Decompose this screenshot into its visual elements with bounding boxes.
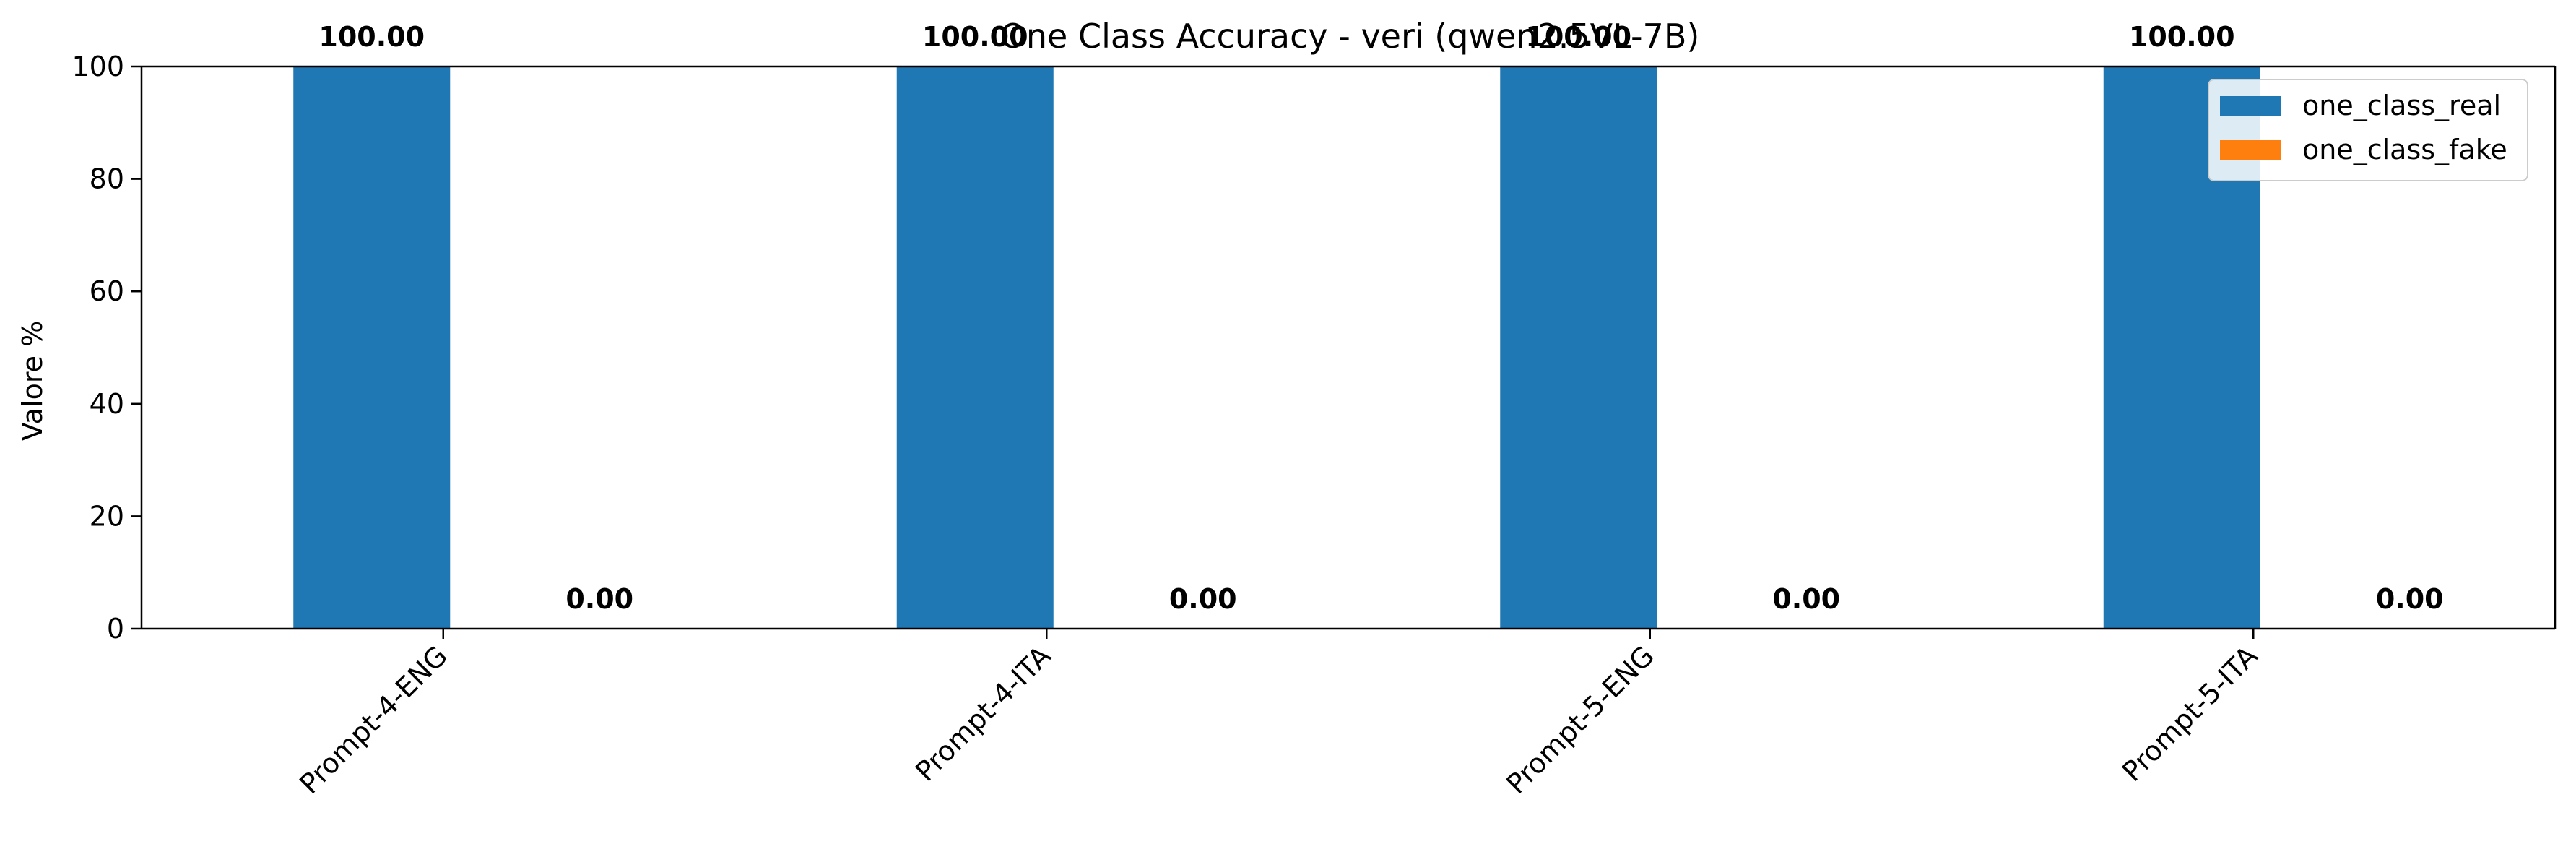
x-tick-label: Prompt-4-ENG [293,640,454,800]
legend-label-one_class_real: one_class_real [2302,90,2501,121]
data-label-one_class_fake-0: 0.00 [565,583,633,615]
data-label-one_class_real-0: 100.00 [318,21,425,53]
x-tick-label: Prompt-5-ITA [2116,640,2264,788]
legend-label-one_class_fake: one_class_fake [2302,134,2507,165]
x-tick-label: Prompt-4-ITA [909,640,1057,788]
y-tick-label: 20 [90,500,124,532]
bar-one_class_real-2 [1500,66,1657,629]
legend-box [2208,79,2528,181]
legend-swatch-one_class_fake [2220,140,2281,160]
plot-area: 0 20 40 60 80 100 Prompt-4-ENG Prompt-4-ITA Prom… [71,21,2557,800]
bar-one_class_real-0 [293,66,451,629]
legend: one_class_real one_class_fake [2208,79,2528,181]
legend-swatch-one_class_real [2220,96,2281,116]
y-axis-label: Valore % [17,321,48,442]
chart-title: One Class Accuracy - veri (qwen2.5VL-7B) [1000,17,1700,56]
data-label-one_class_fake-2: 0.00 [1772,583,1840,615]
data-label-one_class_real-2: 100.00 [1525,21,1631,53]
data-label-one_class_real-3: 100.00 [2129,21,2235,53]
x-tick-label: Prompt-5-ENG [1500,640,1660,800]
data-label-one_class_fake-3: 0.00 [2376,583,2444,615]
y-tick-label: 60 [90,275,124,307]
bar-one_class_real-1 [896,66,1054,629]
data-label-one_class_real-1: 100.00 [922,21,1028,53]
y-tick-label: 0 [107,613,124,645]
y-tick-label: 40 [90,388,124,420]
y-tick-label: 80 [90,163,124,195]
data-label-one_class_fake-1: 0.00 [1169,583,1237,615]
y-tick-label: 100 [71,51,124,82]
